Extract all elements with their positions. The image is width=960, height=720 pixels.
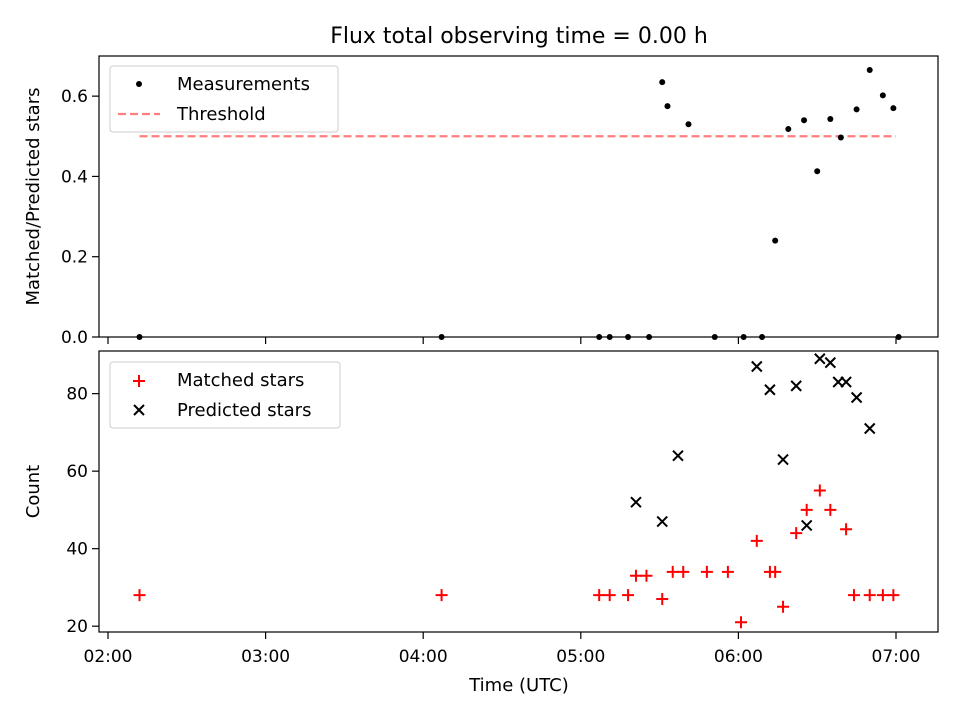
matched-star-point [800,503,813,516]
bottom-xtick-label: 05:00 [556,647,605,667]
matched-star-point [603,589,616,602]
bottom-plot-xlabel: Time (UTC) [468,675,569,696]
predicted-star-point [850,391,863,404]
legend-threshold-label: Threshold [176,104,266,125]
top-plot-axes: 0.0 0.2 0.4 0.6 [61,87,897,348]
bottom-plot: 20 40 60 80 02:00 03:00 04:00 05:00 06:00 07:00 C… [23,350,939,696]
bottom-legend-box [109,361,341,429]
measurement-point [785,126,792,133]
matched-star-point [769,565,782,578]
top-plot-ylabel: Matched/Predicted stars [23,88,44,306]
matched-star-point [629,569,642,582]
legend-matched-marker [133,375,145,387]
bottom-ytick-label: 60 [66,462,88,482]
bottom-legend: Matched stars Predicted stars [109,361,341,429]
measurement-point [659,79,666,86]
chart-title: Flux total observing time = 0.00 h [330,24,708,49]
measurement-point [801,117,808,124]
bottom-xtick-label: 07:00 [872,647,921,667]
measurement-point [814,168,821,175]
matched-star-point [666,565,679,578]
bottom-xtick-label: 03:00 [241,647,290,667]
matched-star-point [677,565,690,578]
measurement-point [837,134,844,141]
top-ytick-label: 0.0 [61,328,88,348]
matched-star-point [721,565,734,578]
bottom-xtick-label: 02:00 [84,647,133,667]
predicted-star-point [800,519,813,532]
bottom-plot-marks [133,353,900,629]
matched-star-point [887,589,900,602]
top-plot: 0.0 0.2 0.4 0.6 Matched/Predicted stars Mea… [23,55,939,348]
legend-predicted-marker [133,404,145,416]
predicted-star-point [814,353,826,365]
legend-matched-label: Matched stars [177,370,304,391]
predicted-star-point [672,449,684,462]
predicted-star-point [777,453,789,466]
measurement-point [853,106,860,113]
bottom-plot-frame [98,350,939,633]
matched-star-point [656,593,669,606]
matched-star-point [133,589,146,602]
matched-star-point [750,534,763,547]
matched-star-point [735,616,748,629]
bottom-ytick-label: 20 [66,617,88,637]
top-legend: Measurements Threshold [109,65,339,133]
bottom-ytick-label: 40 [66,540,88,560]
bottom-xtick-label: 04:00 [399,647,448,667]
top-ytick-label: 0.2 [61,248,88,268]
top-plot-frame [98,55,939,338]
predicted-star-point [840,376,852,388]
measurement-point [866,67,873,74]
measurement-point [685,121,692,128]
measurement-point [827,116,834,123]
bottom-plot-axes: 20 40 60 80 02:00 03:00 04:00 05:00 06:00 07:00 [66,385,920,667]
legend-measurements-label: Measurements [177,74,310,95]
matched-star-point [813,484,826,497]
predicted-star-point [824,356,837,369]
top-ytick-label: 0.6 [61,87,88,107]
bottom-ytick-label: 80 [66,385,88,405]
matched-star-point [824,503,837,516]
top-legend-box [109,65,339,133]
matched-star-point [777,600,790,613]
predicted-star-point [630,496,642,508]
matched-star-point [435,589,448,602]
matched-star-point [863,589,876,602]
bottom-xtick-label: 06:00 [714,647,763,667]
bottom-plot-ylabel: Count [23,465,44,518]
matched-star-point [876,589,889,602]
measurement-point [879,92,886,99]
measurement-point [664,103,671,110]
matched-star-point [847,589,860,602]
matched-star-point [640,569,653,582]
matched-star-point [700,565,713,578]
predicted-star-point [751,360,763,373]
top-ytick-label: 0.4 [61,167,88,187]
matched-star-point [840,523,853,536]
matched-star-point [790,527,803,540]
legend-measurements-marker [136,81,142,87]
predicted-star-point [764,384,776,396]
legend-predicted-label: Predicted stars [177,400,311,421]
matched-star-point [622,589,635,602]
predicted-star-point [864,422,876,435]
measurement-point [772,237,779,244]
measurement-point [890,105,897,112]
predicted-star-point [790,380,802,392]
predicted-star-point [656,515,668,528]
matched-star-point [593,589,606,602]
